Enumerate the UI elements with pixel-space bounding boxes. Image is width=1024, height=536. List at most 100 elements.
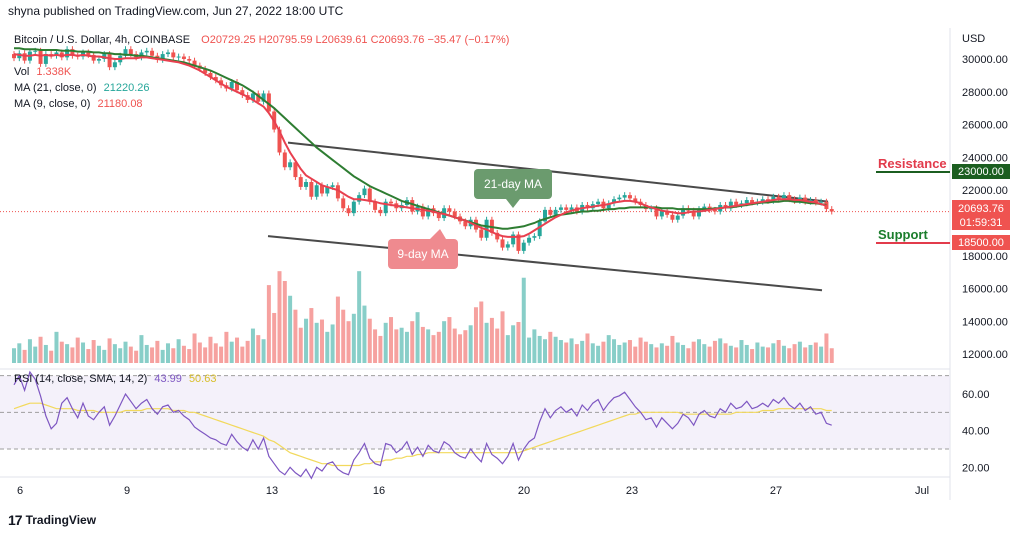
volume-bar xyxy=(696,339,701,363)
volume-bar xyxy=(787,348,792,363)
candle-body xyxy=(277,129,282,153)
candle-body xyxy=(781,195,786,199)
price-tick-label: 14000.00 xyxy=(962,316,1008,328)
x-tick-label: 20 xyxy=(518,485,530,497)
volume-bar xyxy=(314,322,319,363)
volume-bar xyxy=(606,335,611,363)
rsi-tick-label: 40.00 xyxy=(962,426,990,438)
candle-body xyxy=(128,49,133,55)
volume-bar xyxy=(213,343,218,363)
volume-bar xyxy=(394,329,399,363)
price-tick-label: 12000.00 xyxy=(962,349,1008,361)
candle-body xyxy=(553,209,558,215)
volume-bar xyxy=(330,324,335,363)
candle-body xyxy=(516,234,521,251)
ma21-label: MA (21, close, 0) xyxy=(14,82,97,94)
volume-bar xyxy=(803,347,808,363)
candle-body xyxy=(410,200,415,212)
candle-body xyxy=(734,201,739,205)
volume-bar xyxy=(33,346,38,363)
volume-bar xyxy=(627,340,632,363)
volume-bar xyxy=(622,342,627,363)
volume-bar xyxy=(12,348,16,363)
volume-bar xyxy=(112,344,117,363)
candle-body xyxy=(622,195,627,198)
volume-bar xyxy=(707,346,712,363)
volume-bar xyxy=(537,335,542,363)
candle-body xyxy=(447,208,452,212)
volume-bar xyxy=(436,331,441,363)
candle-body xyxy=(803,197,808,202)
rsi-sma-value: 50.63 xyxy=(188,373,217,385)
volume-bar xyxy=(479,301,484,363)
candle-body xyxy=(203,68,208,73)
volume-bar xyxy=(96,345,101,363)
support-value: 18500.00 xyxy=(958,237,1004,249)
volume-bar xyxy=(256,335,261,363)
volume-bar xyxy=(261,339,266,363)
volume-bar xyxy=(500,311,505,363)
volume-bar xyxy=(723,343,728,363)
volume-bar xyxy=(585,333,590,363)
volume-bar xyxy=(22,349,27,363)
candle-body xyxy=(171,52,176,58)
footer-brand[interactable]: 17 TradingView xyxy=(8,512,96,528)
volume-bar xyxy=(54,331,59,363)
volume-bar xyxy=(728,345,733,363)
volume-bar xyxy=(123,341,128,363)
x-tick-label: 16 xyxy=(373,485,385,497)
candle-body xyxy=(819,201,824,203)
x-tick-label: 6 xyxy=(17,485,23,497)
volume-bar xyxy=(516,322,521,363)
volume-bar xyxy=(139,335,144,363)
candle-body xyxy=(420,206,425,217)
candle-body xyxy=(627,195,632,199)
volume-bar xyxy=(569,338,574,363)
volume-bar xyxy=(638,337,643,363)
candle-body xyxy=(192,60,197,66)
volume-bar xyxy=(750,349,755,363)
volume-bar xyxy=(511,325,516,363)
channel-lower-line xyxy=(267,235,823,292)
candle-body xyxy=(351,201,356,214)
candle-body xyxy=(558,207,563,210)
candle-body xyxy=(383,201,388,214)
volume-bar xyxy=(160,349,165,363)
volume-bar xyxy=(341,309,346,363)
candle-body xyxy=(463,221,468,227)
volume-bar xyxy=(819,346,824,363)
volume-bar xyxy=(102,349,107,363)
volume-bar xyxy=(420,326,425,363)
candle-body xyxy=(250,93,255,100)
volume-bar xyxy=(691,341,696,363)
candle-body xyxy=(176,56,181,58)
current-price-box xyxy=(952,200,1010,230)
candle-body xyxy=(330,185,335,187)
candle-body xyxy=(319,185,324,194)
volume-bar xyxy=(346,321,351,363)
volume-bar xyxy=(399,327,404,363)
volume-bar xyxy=(362,305,367,363)
volume-bar xyxy=(197,342,202,363)
candle-body xyxy=(362,188,367,196)
candle-body xyxy=(760,199,765,202)
volume-bar xyxy=(49,350,54,363)
volume-bar xyxy=(760,346,765,363)
volume-bar xyxy=(739,340,744,363)
volume-bar xyxy=(240,346,245,363)
volume-bar xyxy=(649,344,654,363)
volume-bar xyxy=(250,328,255,363)
volume-bar xyxy=(574,344,579,363)
volume-bar xyxy=(792,344,797,363)
candle-body xyxy=(213,77,218,81)
volume-bar xyxy=(373,329,378,363)
candle-body xyxy=(346,208,351,214)
candle-body xyxy=(43,54,48,64)
candle-body xyxy=(702,206,707,210)
candle-body xyxy=(38,50,43,64)
volume-bar xyxy=(484,322,489,363)
volume-bar xyxy=(176,339,181,363)
publisher-header: shyna published on TradingView.com, Jun … xyxy=(8,4,344,18)
volume-bar xyxy=(229,341,234,363)
